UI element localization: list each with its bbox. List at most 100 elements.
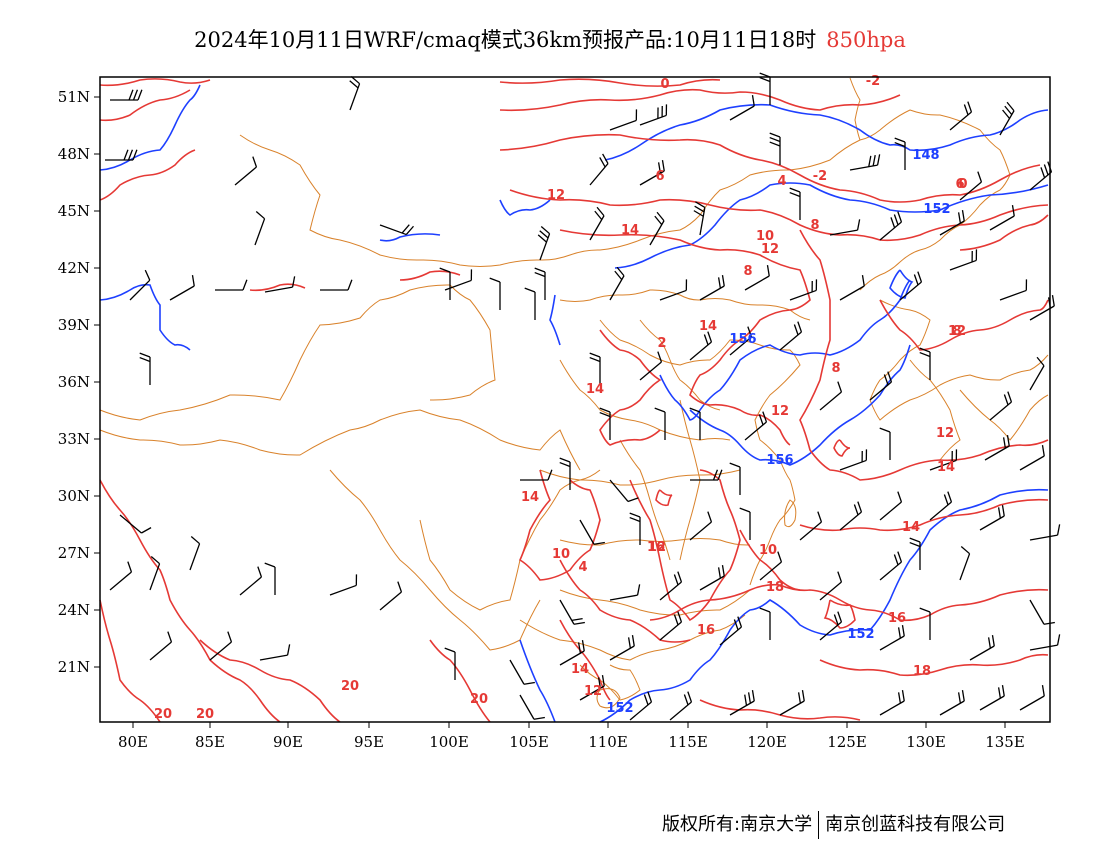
temperature-layer (99, 78, 1049, 723)
wind-barb-flag (789, 191, 801, 198)
wind-barb-flag (1006, 101, 1015, 112)
height-label: 156 (766, 453, 793, 468)
temperature-label: 18 (913, 664, 931, 679)
wind-barb-flag (868, 155, 872, 167)
wind-barb-flag (695, 201, 706, 208)
wind-barb-flag (777, 551, 783, 563)
wind-barb-staff (639, 170, 665, 186)
wind-barb-staff (929, 459, 957, 471)
temperature-label: 14 (937, 460, 955, 475)
wind-barb-flag (573, 621, 585, 625)
wind-barb-staff (819, 621, 842, 641)
temperature-contour (429, 639, 491, 723)
wind-barb-staff (264, 286, 293, 293)
wind-barb-staff (699, 207, 706, 236)
wind-barb-flag (894, 137, 906, 143)
wind-barb-flag (673, 574, 679, 586)
map-frame (99, 76, 1051, 723)
lon-label: 135E (985, 733, 1025, 751)
wind-barb-staff (719, 626, 742, 646)
temperature-label: 20 (470, 692, 488, 707)
height-label: 152 (847, 627, 874, 642)
temperature-label: 12 (936, 426, 954, 441)
wind-barb-flag (627, 637, 632, 649)
wind-barb-flag (347, 279, 353, 291)
temperature-contour (249, 283, 306, 292)
wind-barb-staff (729, 336, 752, 356)
wind-barb-flag (581, 640, 585, 652)
height-contour (99, 84, 201, 171)
wind-barb-flag (1056, 524, 1061, 536)
height-contour (499, 199, 551, 216)
wind-barb-flag (190, 536, 201, 545)
wind-barb-flag (963, 104, 969, 116)
temperature-label: 8 (952, 324, 961, 339)
copyright-footer: 版权所有:南京大学 南京创蓝科技有限公司 (662, 810, 1005, 839)
temperature-label: 12 (584, 684, 602, 699)
wind-barb-flag (897, 491, 903, 503)
wind-barb-flag (439, 267, 451, 273)
lon-label: 95E (354, 733, 384, 751)
wind-barb-flag (677, 571, 683, 583)
wind-barb-flag (167, 631, 173, 643)
wind-barb-flag (717, 567, 722, 579)
temperature-label: 12 (948, 324, 966, 339)
wind-barb-staff (254, 218, 266, 246)
wind-barb-flag (132, 149, 138, 161)
wind-barb-flag (759, 607, 771, 613)
temperature-label: 8 (831, 361, 840, 376)
temperature-label: -2 (813, 169, 827, 184)
wind-barb-staff (329, 584, 357, 596)
wind-barb-flag (629, 512, 641, 518)
wind-barb-staff (729, 105, 755, 121)
wind-barb-flag (967, 101, 973, 113)
wind-barb-staff (819, 391, 842, 411)
wind-barb-flag (769, 136, 781, 143)
wind-barb-staff (149, 563, 161, 591)
border-layer (99, 77, 1049, 709)
lon-label: 115E (668, 733, 708, 751)
wind-barb-flag (901, 625, 905, 637)
wind-barb-flag (883, 374, 889, 386)
temperature-label: 6 (955, 177, 964, 192)
temperature-contour (739, 529, 801, 591)
height-label: 148 (912, 148, 939, 163)
height-contour (549, 294, 561, 346)
wind-barb-staff (1029, 534, 1058, 541)
wind-barb-flag (893, 554, 899, 566)
height-contour (99, 283, 191, 351)
wind-barb-flag (661, 160, 665, 172)
title-main: 2024年10月11日WRF/cmaq模式36km预报产品:10月11日18时 (194, 28, 817, 52)
temperature-label: 20 (196, 707, 214, 722)
temperature-contour (99, 78, 211, 87)
wind-barb-staff (559, 650, 585, 666)
temperature-contour (833, 439, 851, 457)
temperature-contour (499, 88, 901, 112)
temperature-contour (823, 599, 856, 629)
wind-barb-flag (689, 407, 701, 413)
lon-label: 120E (747, 733, 787, 751)
wind-barb-staff (829, 229, 858, 236)
wind-barb-flag (559, 461, 571, 468)
wind-barb-flag (227, 631, 233, 643)
province-border (419, 469, 601, 611)
wind-barb-flag (837, 571, 843, 583)
wind-barb-staff (939, 220, 965, 236)
temperature-label: 2 (657, 336, 666, 351)
wind-barb-flag (601, 675, 605, 687)
wind-barb-flag (1056, 634, 1061, 646)
temperature-contour (99, 149, 196, 201)
temperature-contour (959, 214, 1049, 251)
wind-barb-staff (1029, 599, 1045, 625)
wind-barb-staff (119, 514, 142, 534)
wind-barb-staff (839, 511, 862, 531)
copyright-owner2: 南京创蓝科技有限公司 (825, 814, 1006, 835)
wind-barb-staff (959, 553, 971, 581)
temperature-contour (499, 133, 1041, 203)
wind-barb-flag (127, 561, 133, 573)
wind-barb-flag (947, 491, 953, 503)
temperature-label: 6 (655, 169, 664, 184)
chart-title: 2024年10月11日WRF/cmaq模式36km预报产品:10月11日18时 8… (0, 24, 1100, 54)
geopotential-layer (99, 84, 1049, 723)
